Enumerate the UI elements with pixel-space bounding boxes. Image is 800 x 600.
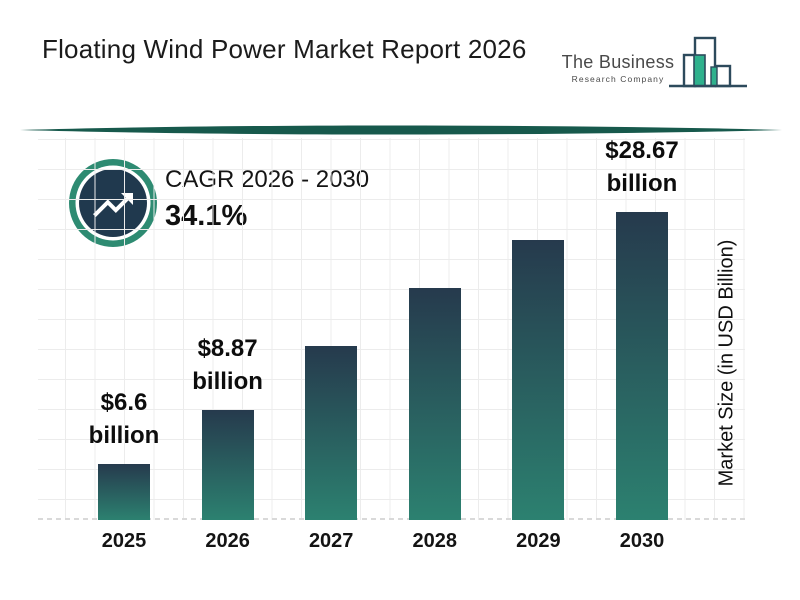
bar-column-2026: $8.87 billion 2026	[192, 138, 263, 552]
bar-2027	[305, 346, 358, 520]
header-divider	[20, 125, 782, 135]
bar-2030	[615, 212, 668, 520]
bar-value-label-2026: $8.87 billion	[192, 335, 263, 395]
company-logo-text: The Business Research Company	[560, 52, 676, 84]
bar-value-label-2025: $6.6 billion	[88, 389, 160, 449]
company-logo: The Business Research Company	[556, 24, 756, 110]
bars-container: $6.6 billion 2025 $8.87 billion 2026 2027 2028 2…	[89, 137, 679, 552]
bar-column-2030: $28.67 billion 2030	[605, 137, 678, 552]
company-subname: Research Company	[571, 74, 665, 84]
bar-column-2025: $6.6 billion 2025	[89, 138, 160, 552]
bar-column-2029: 2029	[512, 138, 565, 552]
bar-2028	[408, 288, 461, 520]
bar-chart-logo-icon	[669, 36, 747, 88]
x-tick-label-2027: 2027	[308, 530, 354, 552]
page-title: Floating Wind Power Market Report 2026	[42, 34, 527, 64]
chart-plot-area: $6.6 billion 2025 $8.87 billion 2026 2027 2028 2…	[38, 137, 745, 552]
y-axis-label: Market Size (in USD Billion)	[715, 239, 738, 487]
bar-2029	[512, 240, 565, 520]
x-tick-label-2028: 2028	[412, 530, 458, 552]
x-tick-label-2029: 2029	[516, 530, 561, 552]
bar-2025	[98, 464, 150, 520]
dashed-baseline	[38, 518, 745, 520]
bar-column-2028: 2028	[408, 138, 461, 552]
bar-column-2027: 2027	[305, 138, 358, 552]
x-tick-label-2025: 2025	[101, 530, 147, 552]
x-tick-label-2026: 2026	[205, 530, 250, 552]
bar-2026	[201, 410, 254, 520]
company-name: The Business	[561, 52, 675, 72]
x-tick-label-2030: 2030	[619, 530, 665, 552]
bar-value-label-2030: $28.67 billion	[605, 137, 679, 197]
